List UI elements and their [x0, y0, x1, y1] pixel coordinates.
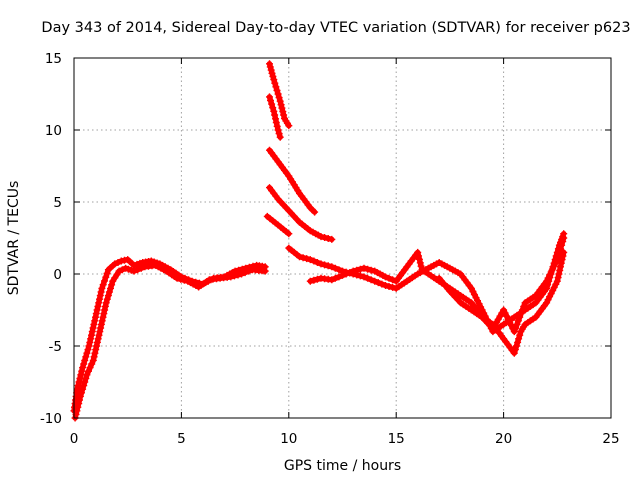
- x-tick-label-5: 25: [602, 431, 619, 447]
- series-markers-arc-e: [266, 146, 319, 216]
- axis-ticks: [73, 57, 612, 419]
- x-tick-label-0: 0: [70, 431, 79, 447]
- series-markers-arc-f: [266, 184, 336, 243]
- y-tick-label-3: 5: [53, 195, 62, 211]
- y-tick-label-1: -5: [49, 339, 62, 355]
- x-tick-label-4: 20: [495, 431, 512, 447]
- chart-title: Day 343 of 2014, Sidereal Day-to-day VTE…: [41, 20, 630, 36]
- x-axis-label: GPS time / hours: [284, 458, 401, 474]
- series-arc-g: [263, 212, 293, 238]
- x-tick-label-2: 10: [280, 431, 297, 447]
- y-tick-label-2: 0: [53, 267, 62, 283]
- series-arc-c: [266, 60, 293, 130]
- grid: [74, 58, 611, 418]
- plot-frame: [73, 57, 612, 419]
- data-series: [70, 60, 568, 422]
- y-axis-tick-labels: -10 -5 0 5 10 15: [40, 51, 62, 427]
- series-arc-f: [266, 184, 336, 243]
- y-tick-label-4: 10: [45, 123, 62, 139]
- series-arc-e: [266, 146, 319, 216]
- series-markers-arc-g: [263, 212, 293, 238]
- series-arc-j: [435, 234, 568, 336]
- y-axis-label: SDTVAR / TECUs: [6, 181, 22, 296]
- x-tick-label-1: 5: [177, 431, 186, 447]
- series-markers-arc-c: [266, 60, 293, 130]
- series-markers-arc-d: [266, 93, 284, 141]
- series-arc-d: [266, 93, 284, 141]
- y-tick-label-0: -10: [40, 411, 62, 427]
- series-markers-arc-j: [435, 234, 568, 336]
- x-tick-label-3: 15: [388, 431, 405, 447]
- y-tick-label-5: 15: [45, 51, 62, 67]
- x-axis-tick-labels: 0 5 10 15 20 25: [70, 431, 620, 447]
